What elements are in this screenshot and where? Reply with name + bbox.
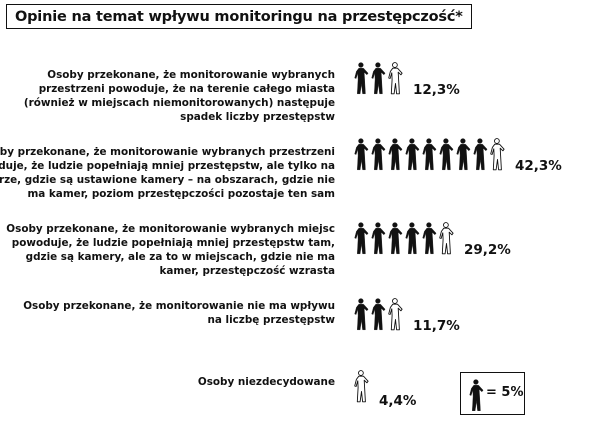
category-label-line: powoduje, że ludzie popełniają mniej prz…	[11, 237, 335, 249]
person-icon-filled	[422, 138, 437, 170]
person-icon-partial	[490, 138, 505, 171]
person-icon-partial	[354, 370, 369, 403]
category-label-line: Osoby przekonane, że monitorowanie wybra…	[6, 223, 335, 235]
person-icon-filled	[371, 222, 386, 254]
pictogram-row	[354, 370, 369, 403]
person-icon-filled	[354, 298, 369, 330]
category-label: Osoby przekonane, że monitorowanie nie m…	[23, 299, 335, 327]
category-label-line: (również w miejscach niemonitorowanych) …	[23, 97, 335, 109]
category-label: Osoby przekonane, że monitorowanie wybra…	[24, 68, 335, 124]
category-label-line: Osoby przekonane, że monitorowanie wybra…	[0, 146, 335, 158]
category-label-line: ma kamer, poziom przestępczości pozostaj…	[27, 188, 335, 200]
person-icon-filled	[354, 138, 369, 170]
value-label: 4,4%	[379, 393, 417, 409]
person-icon-filled	[422, 222, 437, 254]
value-label: 29,2%	[464, 242, 511, 258]
person-icon-filled	[354, 62, 369, 94]
category-label: Osoby przekonane, że monitorowanie wybra…	[6, 222, 335, 278]
person-icon-filled	[456, 138, 471, 170]
category-label-line: Osoby przekonane, że monitorowanie nie m…	[23, 300, 335, 312]
category-label: Osoby przekonane, że monitorowanie wybra…	[0, 145, 335, 201]
person-icon-filled	[371, 138, 386, 170]
pictogram-row	[354, 62, 403, 95]
legend-label: = 5%	[486, 385, 524, 400]
category-label-line: Osoby przekonane, że monitorowanie wybra…	[47, 69, 335, 81]
legend-person-icon	[469, 379, 484, 411]
value-label: 42,3%	[515, 158, 562, 174]
legend-person-shape	[469, 379, 484, 411]
category-label-line: spadek liczby przestępstw	[180, 111, 335, 123]
person-icon-partial	[439, 222, 454, 255]
person-icon-filled	[371, 62, 386, 94]
chart-title: Opinie na temat wpływu monitoringu na pr…	[6, 4, 472, 29]
category-label: Osoby niezdecydowane	[198, 375, 335, 389]
pictogram-row	[354, 222, 454, 255]
legend: = 5%	[460, 372, 525, 415]
category-label-line: Osoby niezdecydowane	[197, 376, 335, 388]
category-label-line: gdzie są kamery, ale za to w miejscach, …	[25, 251, 335, 263]
person-icon-filled	[388, 222, 403, 254]
person-icon-filled	[473, 138, 488, 170]
person-icon-filled	[405, 138, 420, 170]
person-icon-filled	[371, 298, 386, 330]
person-icon-partial	[388, 298, 403, 331]
person-icon-filled	[388, 138, 403, 170]
pictogram-row	[354, 138, 505, 171]
person-icon-filled	[439, 138, 454, 170]
person-icon-partial	[388, 62, 403, 95]
person-icon-filled	[354, 222, 369, 254]
category-label-line: przestrzeni powoduje, że na terenie całe…	[38, 83, 335, 95]
value-label: 12,3%	[413, 82, 460, 98]
category-label-line: na liczbę przestępstw	[207, 314, 335, 326]
category-label-line: obszarze, gdzie są ustawione kamery – na…	[0, 174, 335, 186]
person-icon-filled	[405, 222, 420, 254]
category-label-line: kamer, przestępczość wzrasta	[159, 265, 335, 277]
pictogram-row	[354, 298, 403, 331]
value-label: 11,7%	[413, 318, 460, 334]
category-label-line: powoduje, że ludzie popełniają mniej prz…	[0, 160, 335, 172]
